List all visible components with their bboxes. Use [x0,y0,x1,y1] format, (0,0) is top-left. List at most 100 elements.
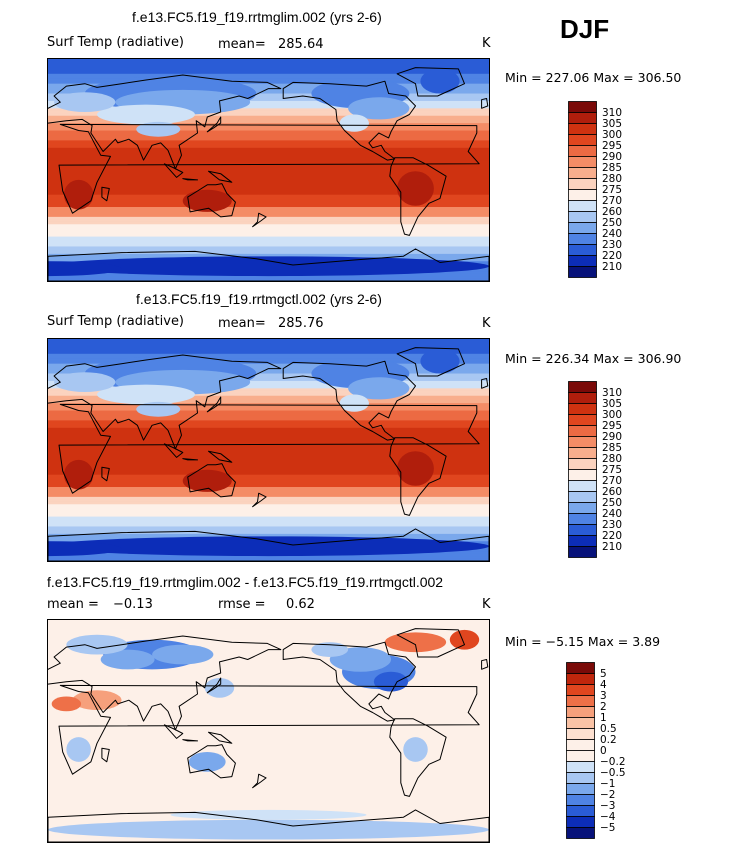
colorbar-tick-label: 0.5 [600,723,617,735]
season-label: DJF [560,14,610,44]
field-band [48,388,489,392]
field-band [48,528,489,532]
field-band [48,425,489,429]
field-band [48,477,489,481]
colorbar-box [568,189,597,201]
field-band [48,167,489,171]
colorbar-box [568,381,597,393]
panel-1-min-value: 227.06 [545,70,590,85]
field-contour [72,690,122,711]
colorbar-box [568,392,597,404]
field-band [48,125,489,129]
colorbar-tick-label: 305 [602,398,622,410]
colorbar-box [566,750,595,762]
colorbar-box [568,524,597,536]
field-band [48,98,489,102]
field-band [48,66,489,70]
field-band [48,464,489,468]
colorbar-box [568,222,597,234]
coastline [101,186,110,202]
panel-1-stat1-label: mean= [218,37,266,52]
coastline [481,98,489,109]
field-band [48,479,489,483]
colorbar-box [568,502,597,514]
field-band [48,494,489,498]
field-band [48,427,489,431]
field-band [48,339,489,343]
field-band [48,184,489,188]
field-contour [48,819,489,840]
coastline [252,492,267,508]
field-band [48,474,489,478]
colorbar-box [568,134,597,146]
field-band [48,214,489,218]
field-band [48,489,489,493]
field-band [48,276,489,280]
field-contour [152,644,214,665]
colorbar-tick-label: 240 [602,508,622,520]
field-band [48,209,489,213]
panel-2-max-label: Max = [593,351,634,366]
field-contour [339,394,369,412]
field-band [48,469,489,473]
field-band [48,234,489,238]
field-band [48,278,489,281]
colorbar-tick-label: 270 [602,195,622,207]
coastline [48,74,282,170]
colorbar-tick-label: 210 [602,541,622,553]
field-band [48,236,489,240]
field-band [48,363,489,367]
field-band [48,133,489,137]
field-band [48,251,489,255]
coastline [396,347,465,377]
field-contour [204,677,235,698]
field-contour [397,451,434,486]
field-band [48,103,489,107]
field-band [48,248,489,252]
field-band [48,253,489,257]
field-band [48,408,489,412]
field-band [48,83,489,87]
field-band [48,120,489,124]
field-band [48,194,489,198]
field-band [48,239,489,243]
field-contour [51,696,82,712]
colorbar-tick-label: 280 [602,453,622,465]
panel-3-title: f.e13.FC5.f19_f19.rrtmglim.002 - f.e13.F… [47,574,444,590]
field-band [48,224,489,228]
field-band [48,410,489,414]
colorbar-tick-label: 275 [602,184,622,196]
colorbar-box [568,403,597,415]
coastline [187,463,236,498]
field-band [48,204,489,208]
coastline [48,528,489,561]
field-band [48,135,489,139]
field-contour [348,377,410,400]
colorbar-tick-label: 300 [602,129,622,141]
coastline [481,659,489,670]
coastline [282,80,416,161]
colorbar-tick-label: 0 [600,745,607,757]
colorbar-tick-label: 2 [600,701,607,713]
colorbar-box [568,167,597,179]
field-band [48,187,489,191]
field-band [48,93,489,97]
field-band [48,450,489,454]
colorbar-tick-label: 290 [602,431,622,443]
colorbar-tick-label: 275 [602,464,622,476]
field-band [48,472,489,476]
field-band [48,346,489,350]
field-contour [170,809,367,820]
field-contour [48,536,489,557]
colorbar-box [566,783,595,795]
field-band [48,147,489,151]
field-band [48,484,489,488]
field-band [48,150,489,154]
colorbar-box [566,662,595,674]
coastline [396,67,465,97]
field-contour [48,256,489,277]
panel-3-stat2-label: rmse = [218,597,266,612]
colorbar-box [568,112,597,124]
field-band [48,413,489,417]
colorbar-box [566,816,595,828]
